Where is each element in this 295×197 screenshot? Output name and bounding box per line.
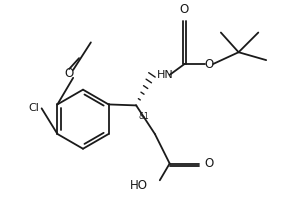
Text: HN: HN bbox=[157, 70, 173, 80]
Text: HO: HO bbox=[130, 179, 148, 192]
Text: O: O bbox=[204, 58, 214, 71]
Text: O: O bbox=[65, 67, 74, 80]
Text: Cl: Cl bbox=[29, 103, 40, 113]
Text: O: O bbox=[204, 157, 213, 170]
Text: &1: &1 bbox=[138, 112, 149, 121]
Text: O: O bbox=[180, 3, 189, 16]
